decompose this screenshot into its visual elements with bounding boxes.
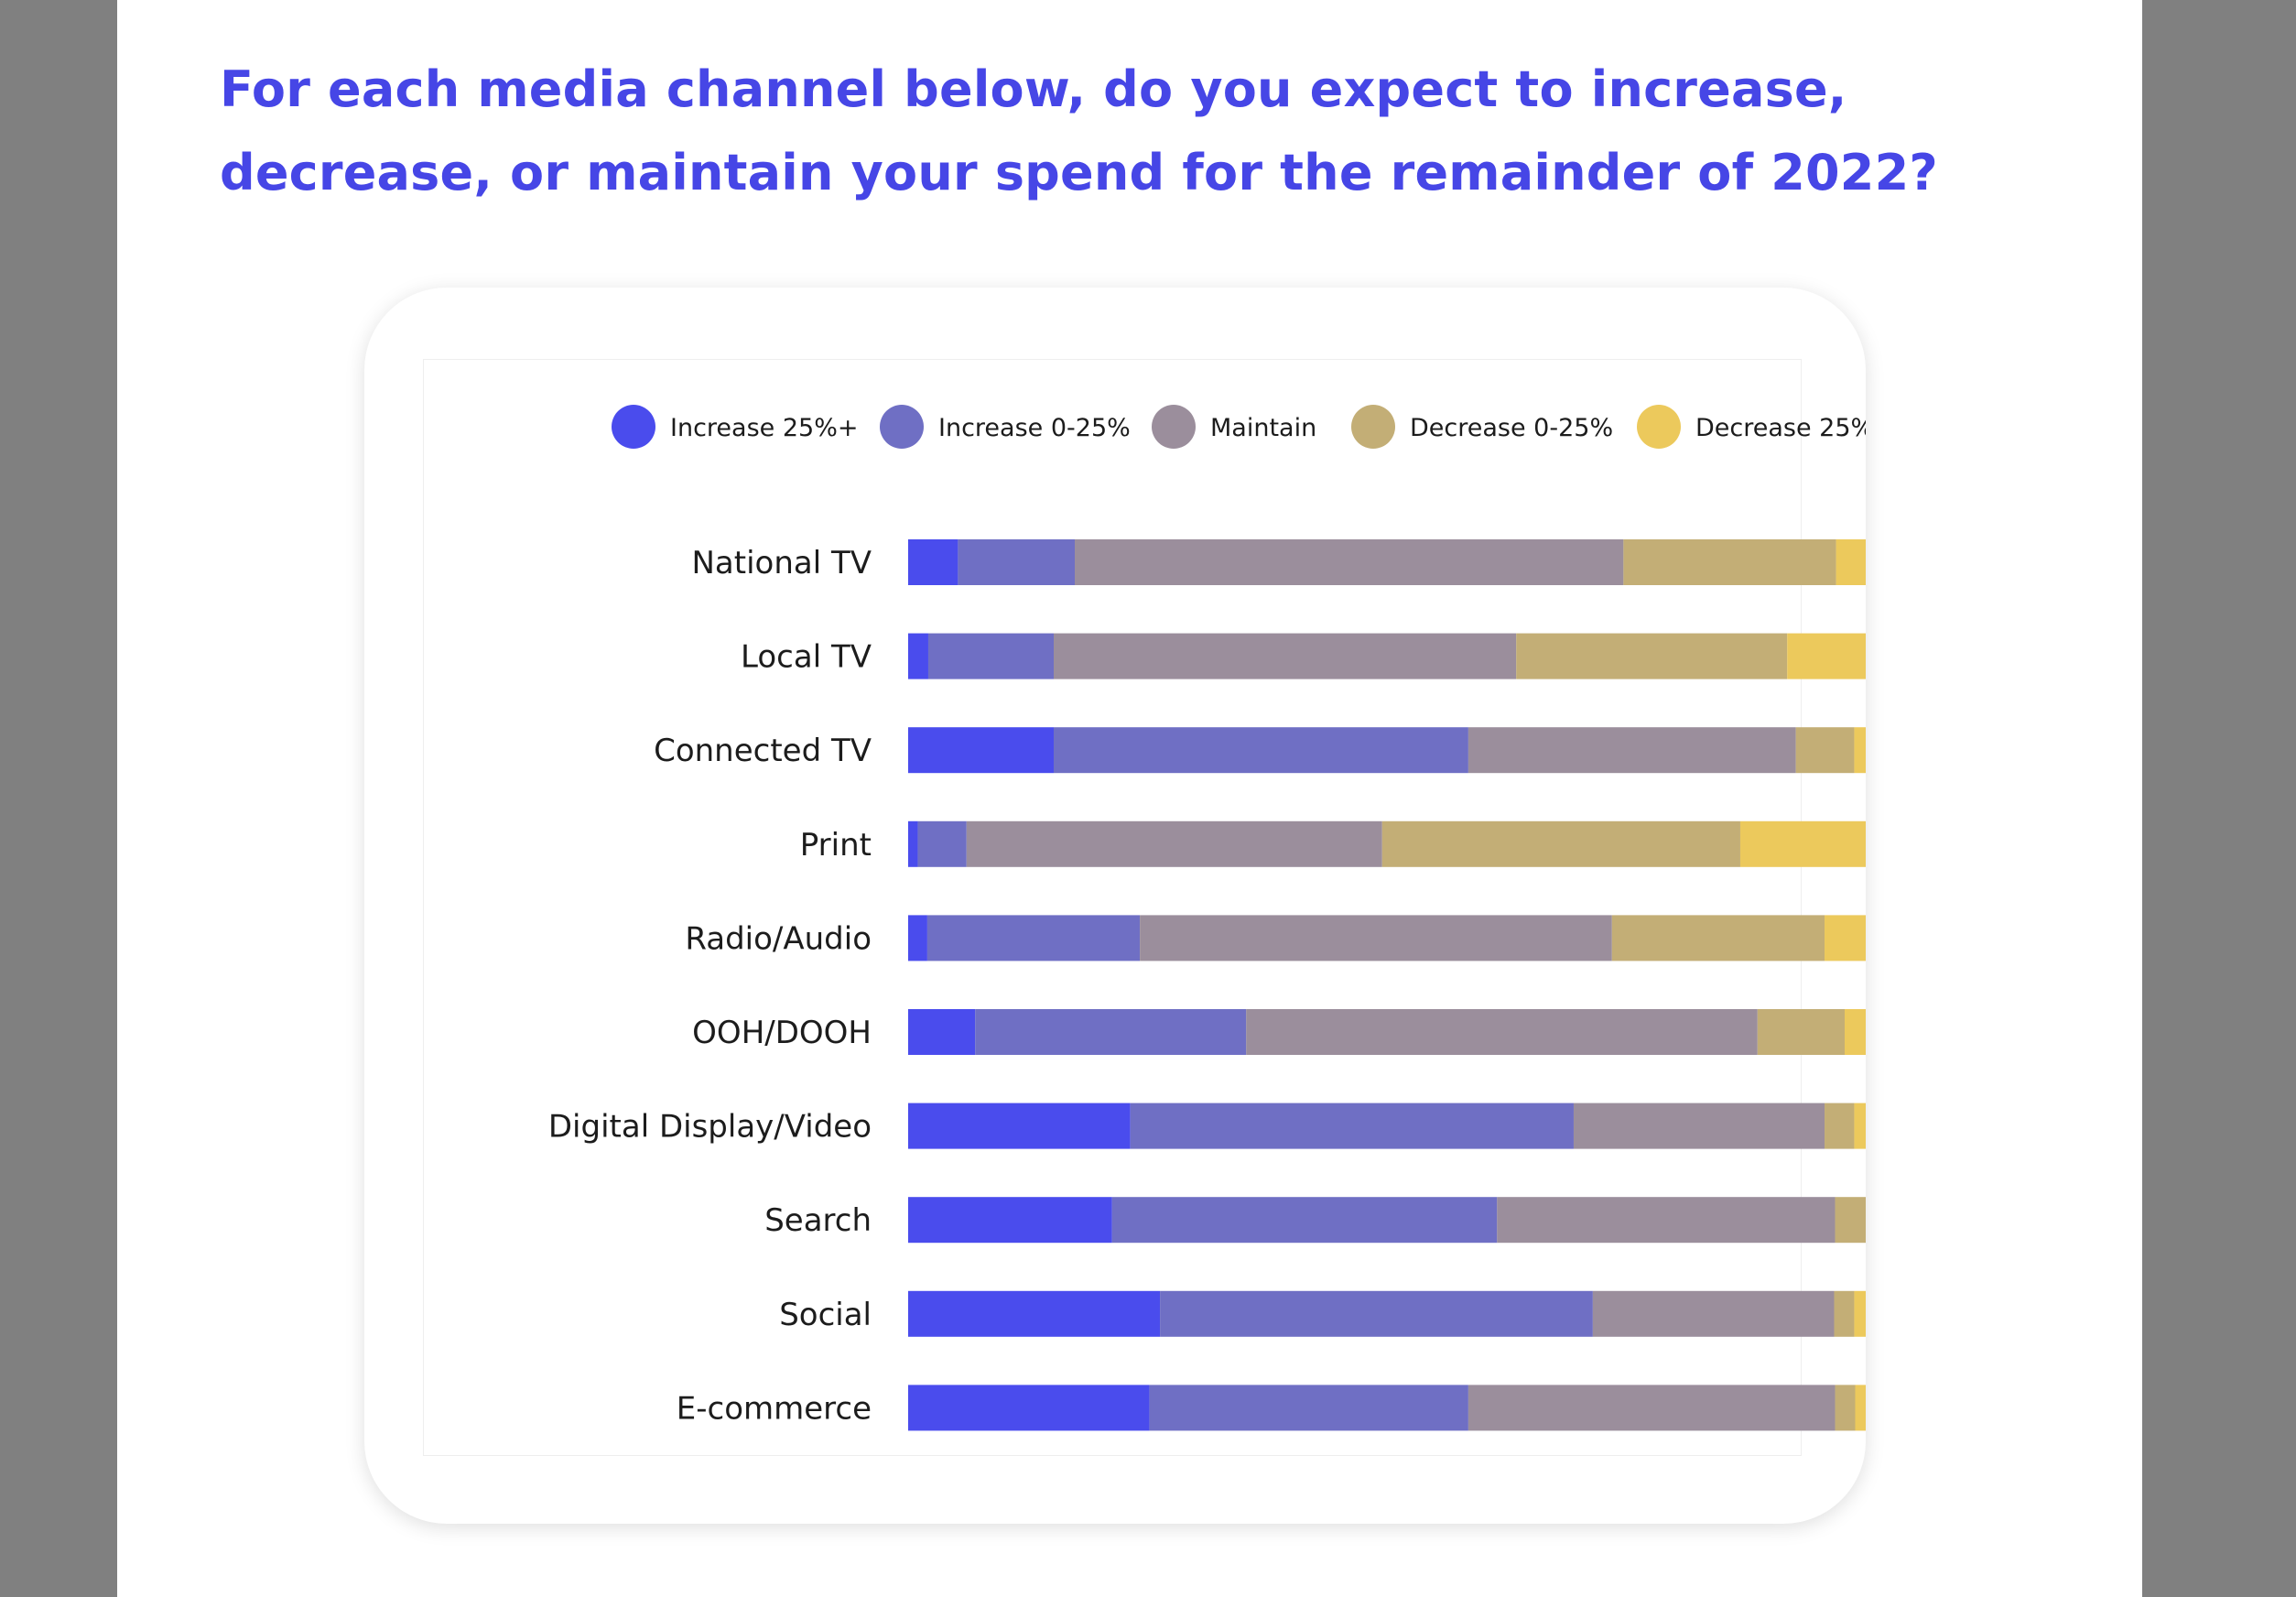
bar-segment-e-commerce-decrease-0-25	[1835, 1385, 1856, 1431]
bar-segment-radio-audio-maintain	[1140, 915, 1612, 961]
legend-label-decrease-25: Decrease 25%+	[1695, 414, 1866, 442]
legend-swatch-decrease-25	[1637, 405, 1681, 449]
bar-segment-connected-tv-maintain	[1467, 727, 1796, 774]
stacked-bar-chart: Increase 25%+ Increase 0-25% Maintain Decre…	[548, 405, 1866, 1431]
legend-swatch-increase-0-25	[880, 405, 924, 449]
bar-segment-e-commerce-maintain	[1467, 1385, 1836, 1431]
bar-segment-search-increase-25	[908, 1197, 1112, 1244]
bar-row-social	[908, 1290, 1866, 1337]
category-label-social: Social	[779, 1297, 872, 1333]
category-label-e-commerce: E-commerce	[677, 1390, 872, 1427]
category-labels: National TV Local TV Connected TV Print Radi…	[548, 545, 872, 1427]
legend-label-maintain: Maintain	[1210, 414, 1316, 442]
bar-row-search	[908, 1197, 1866, 1244]
bar-segment-print-decrease-25	[1739, 820, 1866, 867]
legend-swatch-increase-25	[612, 405, 655, 449]
bar-segment-local-tv-decrease-25	[1787, 633, 1866, 679]
bar-segment-ooh-dooh-decrease-0-25	[1757, 1009, 1845, 1055]
bar-segment-social-increase-0-25	[1160, 1290, 1593, 1337]
bar-segment-connected-tv-increase-25	[908, 727, 1054, 774]
bar-segment-social-decrease-25	[1854, 1290, 1866, 1337]
category-label-ooh-dooh: OOH/DOOH	[692, 1015, 872, 1051]
bar-row-connected-tv	[908, 727, 1866, 774]
bar-segment-digital-display-video-decrease-25	[1854, 1103, 1866, 1149]
bar-segment-e-commerce-increase-0-25	[1149, 1385, 1468, 1431]
bar-segment-search-increase-0-25	[1111, 1197, 1498, 1244]
bar-segment-radio-audio-increase-25	[908, 915, 927, 961]
bar-segment-radio-audio-decrease-0-25	[1611, 915, 1825, 961]
chart-frame	[423, 359, 1802, 1456]
bar-segment-national-tv-decrease-25	[1836, 539, 1866, 585]
bar-segment-social-maintain	[1592, 1290, 1835, 1337]
bar-segment-search-decrease-0-25	[1835, 1197, 1866, 1244]
bar-row-radio-audio	[908, 915, 1866, 961]
bar-segment-radio-audio-decrease-25	[1825, 915, 1866, 961]
category-label-radio-audio: Radio/Audio	[685, 920, 872, 957]
bar-segment-national-tv-decrease-0-25	[1623, 539, 1836, 585]
bar-segment-social-decrease-0-25	[1834, 1290, 1855, 1337]
bar-segment-social-increase-25	[908, 1290, 1161, 1337]
bar-segment-e-commerce-decrease-25	[1855, 1385, 1866, 1431]
bar-segment-national-tv-increase-25	[908, 539, 958, 585]
bar-segment-local-tv-increase-25	[908, 633, 928, 679]
legend-label-increase-0-25: Increase 0-25%	[938, 414, 1131, 442]
legend-swatch-decrease-0-25	[1351, 405, 1395, 449]
bar-segment-ooh-dooh-increase-25	[908, 1009, 976, 1055]
page: For each media channel below, do you exp…	[117, 0, 2142, 1597]
bar-segment-national-tv-increase-0-25	[958, 539, 1075, 585]
bar-segment-local-tv-decrease-0-25	[1516, 633, 1788, 679]
bar-row-local-tv	[908, 633, 1866, 679]
category-label-connected-tv: Connected TV	[654, 733, 872, 769]
bar-row-e-commerce	[908, 1385, 1866, 1431]
bar-segment-print-increase-0-25	[917, 820, 967, 867]
bar-row-print	[908, 820, 1866, 867]
bar-segment-e-commerce-increase-25	[908, 1385, 1150, 1431]
bar-segment-ooh-dooh-decrease-25	[1844, 1009, 1866, 1055]
bar-segment-digital-display-video-maintain	[1573, 1103, 1825, 1149]
bar-segment-national-tv-maintain	[1075, 539, 1624, 585]
chart-legend: Increase 25%+ Increase 0-25% Maintain Decre…	[612, 405, 1866, 449]
category-label-digital-display-video: Digital Display/Video	[548, 1109, 872, 1146]
bar-segment-search-maintain	[1497, 1197, 1836, 1244]
bar-segment-print-increase-25	[908, 820, 918, 867]
question-title: For each media channel below, do you exp…	[220, 60, 1938, 201]
bar-row-digital-display-video	[908, 1103, 1866, 1149]
chart-bars	[908, 539, 1866, 1431]
legend-label-increase-25: Increase 25%+	[670, 414, 858, 442]
category-label-print: Print	[800, 827, 872, 864]
bar-segment-ooh-dooh-maintain	[1246, 1009, 1758, 1055]
bar-segment-digital-display-video-increase-25	[908, 1103, 1131, 1149]
bar-segment-print-decrease-0-25	[1381, 820, 1740, 867]
bar-segment-connected-tv-decrease-0-25	[1795, 727, 1855, 774]
category-label-national-tv: National TV	[691, 545, 872, 581]
bar-segment-digital-display-video-decrease-0-25	[1825, 1103, 1855, 1149]
bar-row-national-tv	[908, 539, 1866, 585]
category-label-local-tv: Local TV	[741, 639, 872, 676]
bar-segment-print-maintain	[966, 820, 1382, 867]
bar-segment-digital-display-video-increase-0-25	[1130, 1103, 1574, 1149]
bar-segment-connected-tv-increase-0-25	[1053, 727, 1468, 774]
chart-card: Increase 25%+ Increase 0-25% Maintain Decre…	[364, 288, 1866, 1524]
bar-segment-ooh-dooh-increase-0-25	[975, 1009, 1247, 1055]
legend-swatch-maintain	[1152, 405, 1196, 449]
bar-segment-connected-tv-decrease-25	[1854, 727, 1866, 774]
bar-segment-radio-audio-increase-0-25	[926, 915, 1141, 961]
category-label-search: Search	[764, 1202, 872, 1239]
bar-segment-local-tv-maintain	[1053, 633, 1517, 679]
bar-row-ooh-dooh	[908, 1009, 1866, 1055]
legend-label-decrease-0-25: Decrease 0-25%	[1410, 414, 1613, 442]
bar-segment-local-tv-increase-0-25	[927, 633, 1054, 679]
